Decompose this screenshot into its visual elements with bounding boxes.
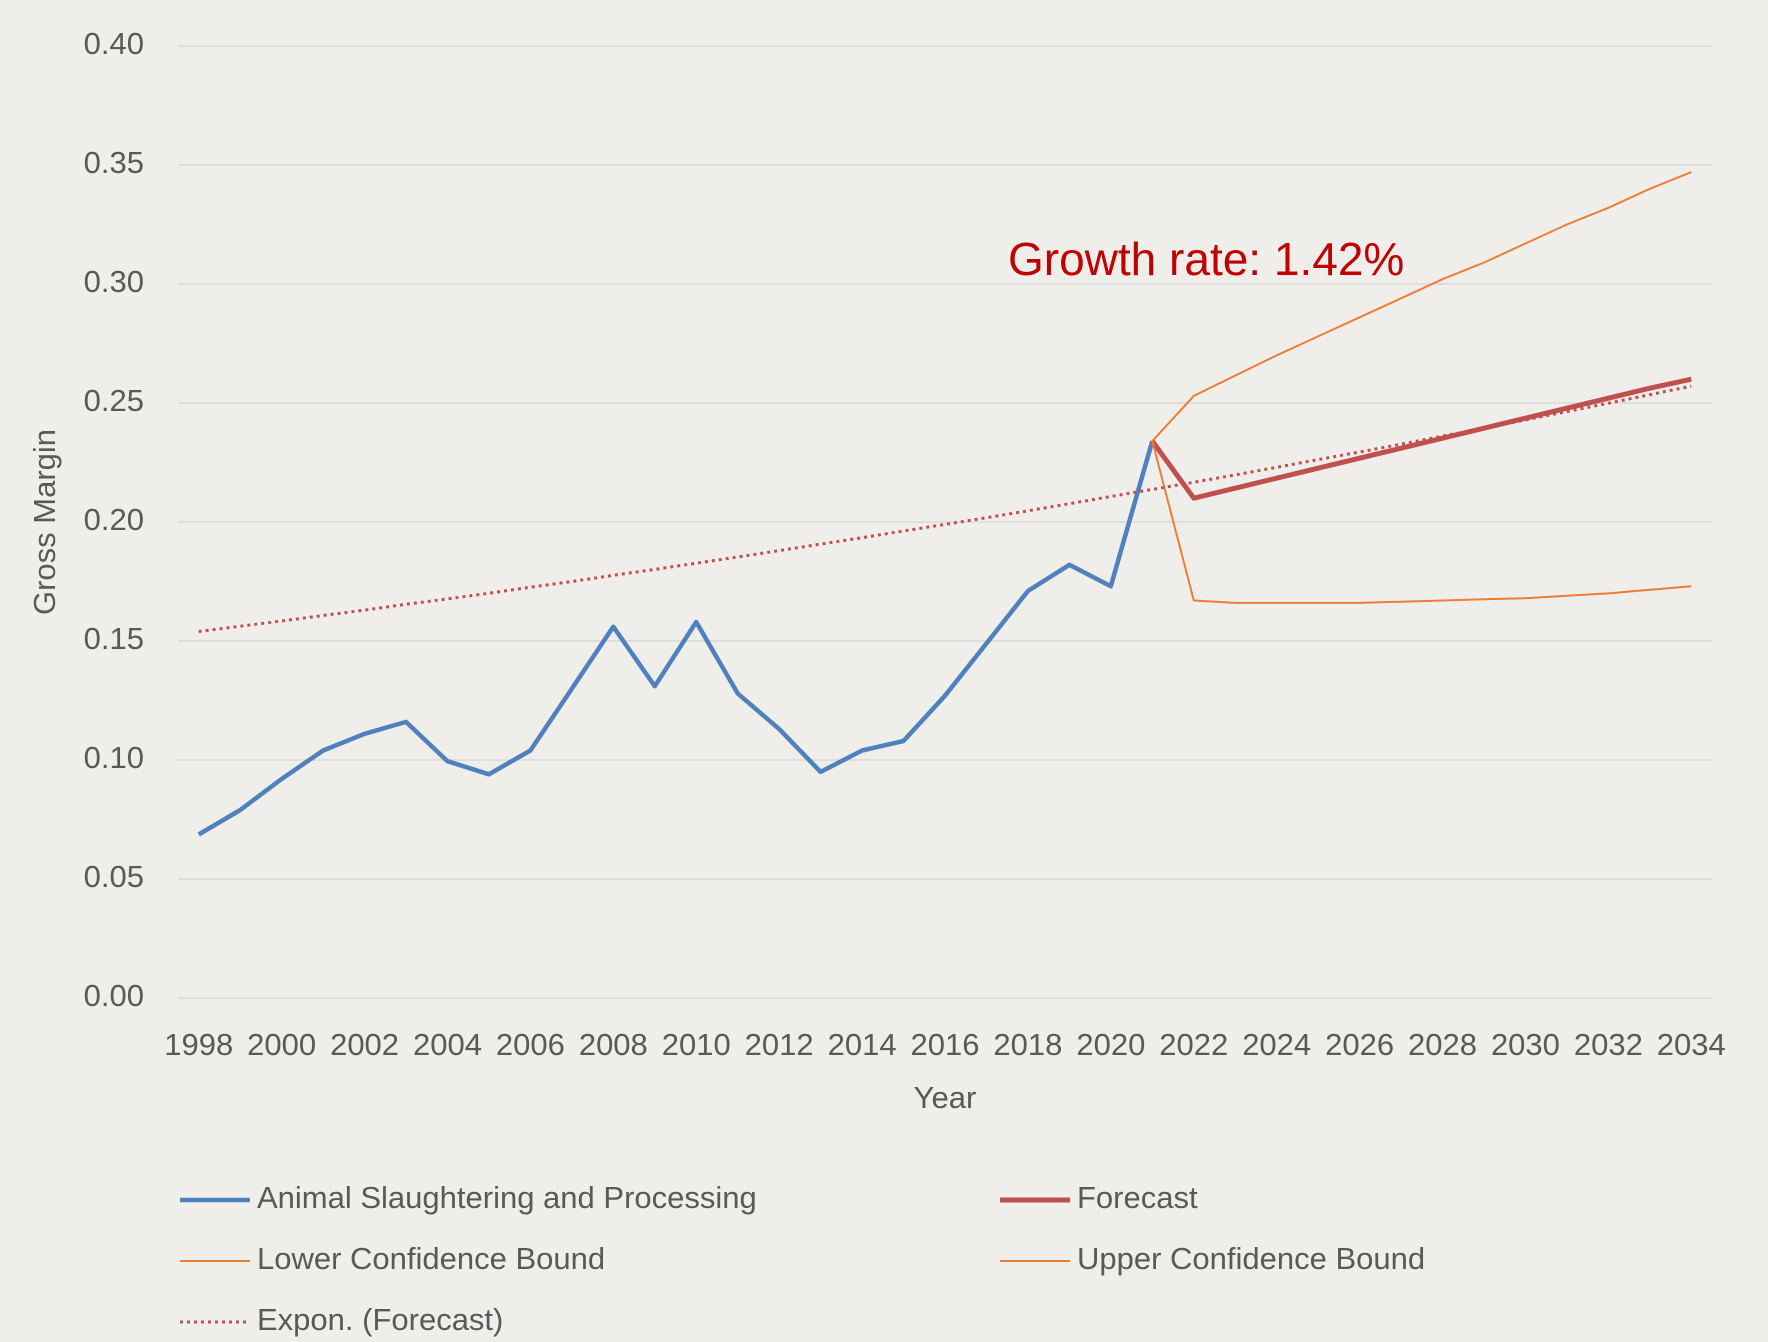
- series-line: [1150, 376, 1692, 501]
- x-tick-label: 2022: [1159, 1027, 1228, 1062]
- series-line: [1151, 440, 1692, 604]
- x-tick-label: 2004: [413, 1027, 482, 1062]
- x-tick-label: 1998: [164, 1027, 233, 1062]
- x-tick-label: 2016: [911, 1027, 980, 1062]
- y-tick-label: 0.30: [84, 264, 144, 299]
- legend-label: Lower Confidence Bound: [257, 1241, 605, 1276]
- y-tick-label: 0.10: [84, 740, 144, 775]
- x-tick-label: 2030: [1491, 1027, 1560, 1062]
- x-tick-label: 2012: [745, 1027, 814, 1062]
- y-tick-label: 0.15: [84, 621, 144, 656]
- x-tick-label: 2014: [828, 1027, 897, 1062]
- y-tick-label: 0.00: [84, 978, 144, 1013]
- x-tick-label: 2034: [1657, 1027, 1726, 1062]
- series-line: [197, 440, 1155, 837]
- y-tick-label: 0.40: [84, 26, 144, 61]
- x-tick-label: 2020: [1076, 1027, 1145, 1062]
- x-tick-label: 2028: [1408, 1027, 1477, 1062]
- x-tick-label: 2006: [496, 1027, 565, 1062]
- series-line: [1151, 171, 1692, 442]
- x-tick-label: 2032: [1574, 1027, 1643, 1062]
- y-tick-label: 0.05: [84, 859, 144, 894]
- x-tick-label: 2010: [662, 1027, 731, 1062]
- y-tick-label: 0.20: [84, 502, 144, 537]
- y-axis-title: Gross Margin: [27, 429, 62, 615]
- y-tick-label: 0.35: [84, 145, 144, 180]
- x-tick-label: 2002: [330, 1027, 399, 1062]
- x-tick-label: 2026: [1325, 1027, 1394, 1062]
- x-axis-title: Year: [914, 1080, 977, 1115]
- legend-label: Expon. (Forecast): [257, 1302, 503, 1337]
- legend-label: Animal Slaughtering and Processing: [257, 1180, 757, 1215]
- x-tick-label: 2018: [993, 1027, 1062, 1062]
- annotation: Growth rate: 1.42%: [1008, 233, 1404, 285]
- x-tick-label: 2024: [1242, 1027, 1311, 1062]
- legend-label: Forecast: [1077, 1180, 1198, 1215]
- x-tick-label: 2008: [579, 1027, 648, 1062]
- x-tick-label: 2000: [247, 1027, 316, 1062]
- legend-label: Upper Confidence Bound: [1077, 1241, 1425, 1276]
- y-tick-label: 0.25: [84, 383, 144, 418]
